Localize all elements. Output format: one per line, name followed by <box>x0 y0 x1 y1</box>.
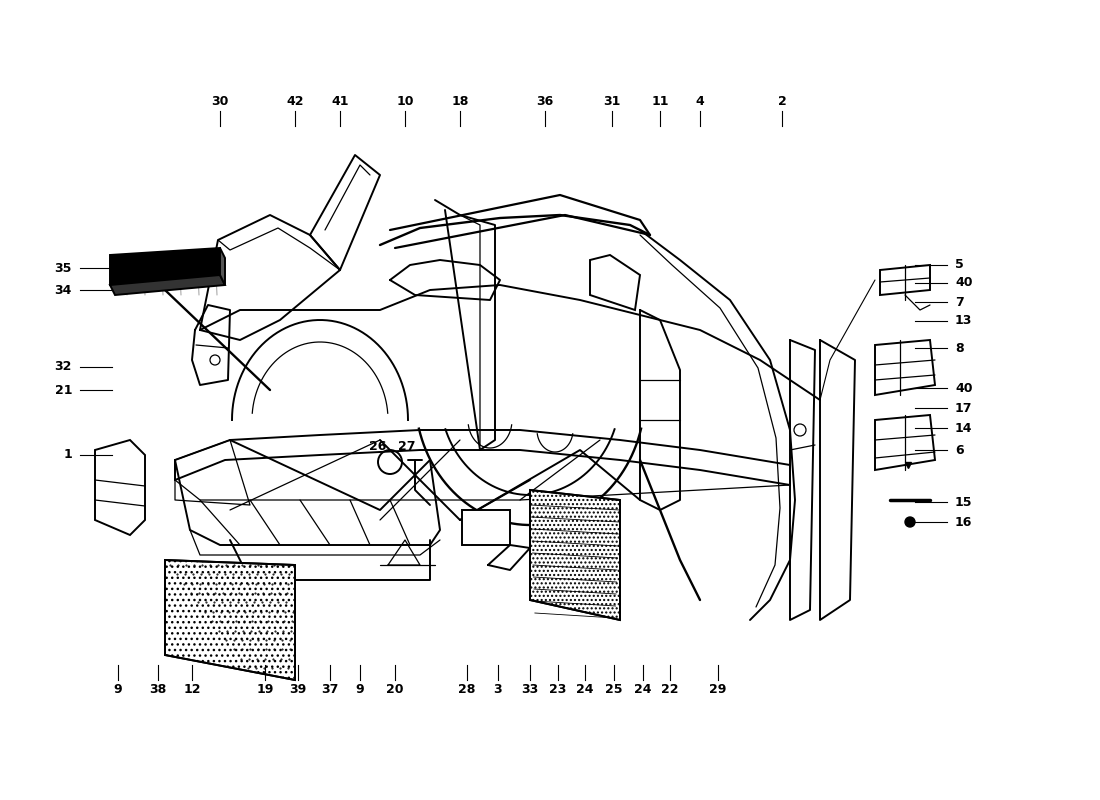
Text: 16: 16 <box>955 515 972 529</box>
Text: 10: 10 <box>396 95 414 108</box>
Text: 14: 14 <box>955 422 972 434</box>
Text: 35: 35 <box>55 262 72 274</box>
Text: 9: 9 <box>355 683 364 696</box>
Polygon shape <box>874 340 935 395</box>
Text: 22: 22 <box>661 683 679 696</box>
Text: 19: 19 <box>256 683 274 696</box>
Text: 3: 3 <box>494 683 503 696</box>
Text: 20: 20 <box>386 683 404 696</box>
Polygon shape <box>95 440 145 535</box>
Text: 13: 13 <box>955 314 972 327</box>
Text: 2: 2 <box>778 95 786 108</box>
Text: 12: 12 <box>184 683 200 696</box>
Text: 37: 37 <box>321 683 339 696</box>
Text: 8: 8 <box>955 342 964 354</box>
Text: 4: 4 <box>695 95 704 108</box>
Polygon shape <box>590 255 640 310</box>
Text: 27: 27 <box>398 441 416 454</box>
Text: 15: 15 <box>955 495 972 509</box>
Text: 40: 40 <box>955 382 972 394</box>
Circle shape <box>905 517 915 527</box>
Text: 42: 42 <box>286 95 304 108</box>
Text: 25: 25 <box>605 683 623 696</box>
Text: 38: 38 <box>150 683 166 696</box>
Polygon shape <box>462 510 510 545</box>
Polygon shape <box>220 248 225 285</box>
Polygon shape <box>874 415 935 470</box>
Text: 11: 11 <box>651 95 669 108</box>
Text: 28: 28 <box>459 683 475 696</box>
Text: 1: 1 <box>64 449 72 462</box>
Text: 29: 29 <box>710 683 727 696</box>
Polygon shape <box>110 248 220 285</box>
Polygon shape <box>110 275 226 295</box>
Text: 24: 24 <box>635 683 651 696</box>
Text: 41: 41 <box>331 95 349 108</box>
Text: 5: 5 <box>955 258 964 271</box>
Polygon shape <box>165 560 295 680</box>
Text: 26: 26 <box>370 441 387 454</box>
Text: 21: 21 <box>55 383 72 397</box>
Polygon shape <box>880 265 929 295</box>
Text: 39: 39 <box>289 683 307 696</box>
Text: 18: 18 <box>451 95 469 108</box>
Text: 23: 23 <box>549 683 566 696</box>
Text: 17: 17 <box>955 402 972 414</box>
Text: 34: 34 <box>55 283 72 297</box>
Text: 31: 31 <box>603 95 620 108</box>
Text: 9: 9 <box>113 683 122 696</box>
Text: 7: 7 <box>955 295 964 309</box>
Text: 24: 24 <box>576 683 594 696</box>
Polygon shape <box>530 490 620 620</box>
Text: 30: 30 <box>211 95 229 108</box>
Text: 32: 32 <box>55 361 72 374</box>
Text: 33: 33 <box>521 683 539 696</box>
Text: 36: 36 <box>537 95 553 108</box>
Text: 6: 6 <box>955 443 964 457</box>
Text: 40: 40 <box>955 277 972 290</box>
